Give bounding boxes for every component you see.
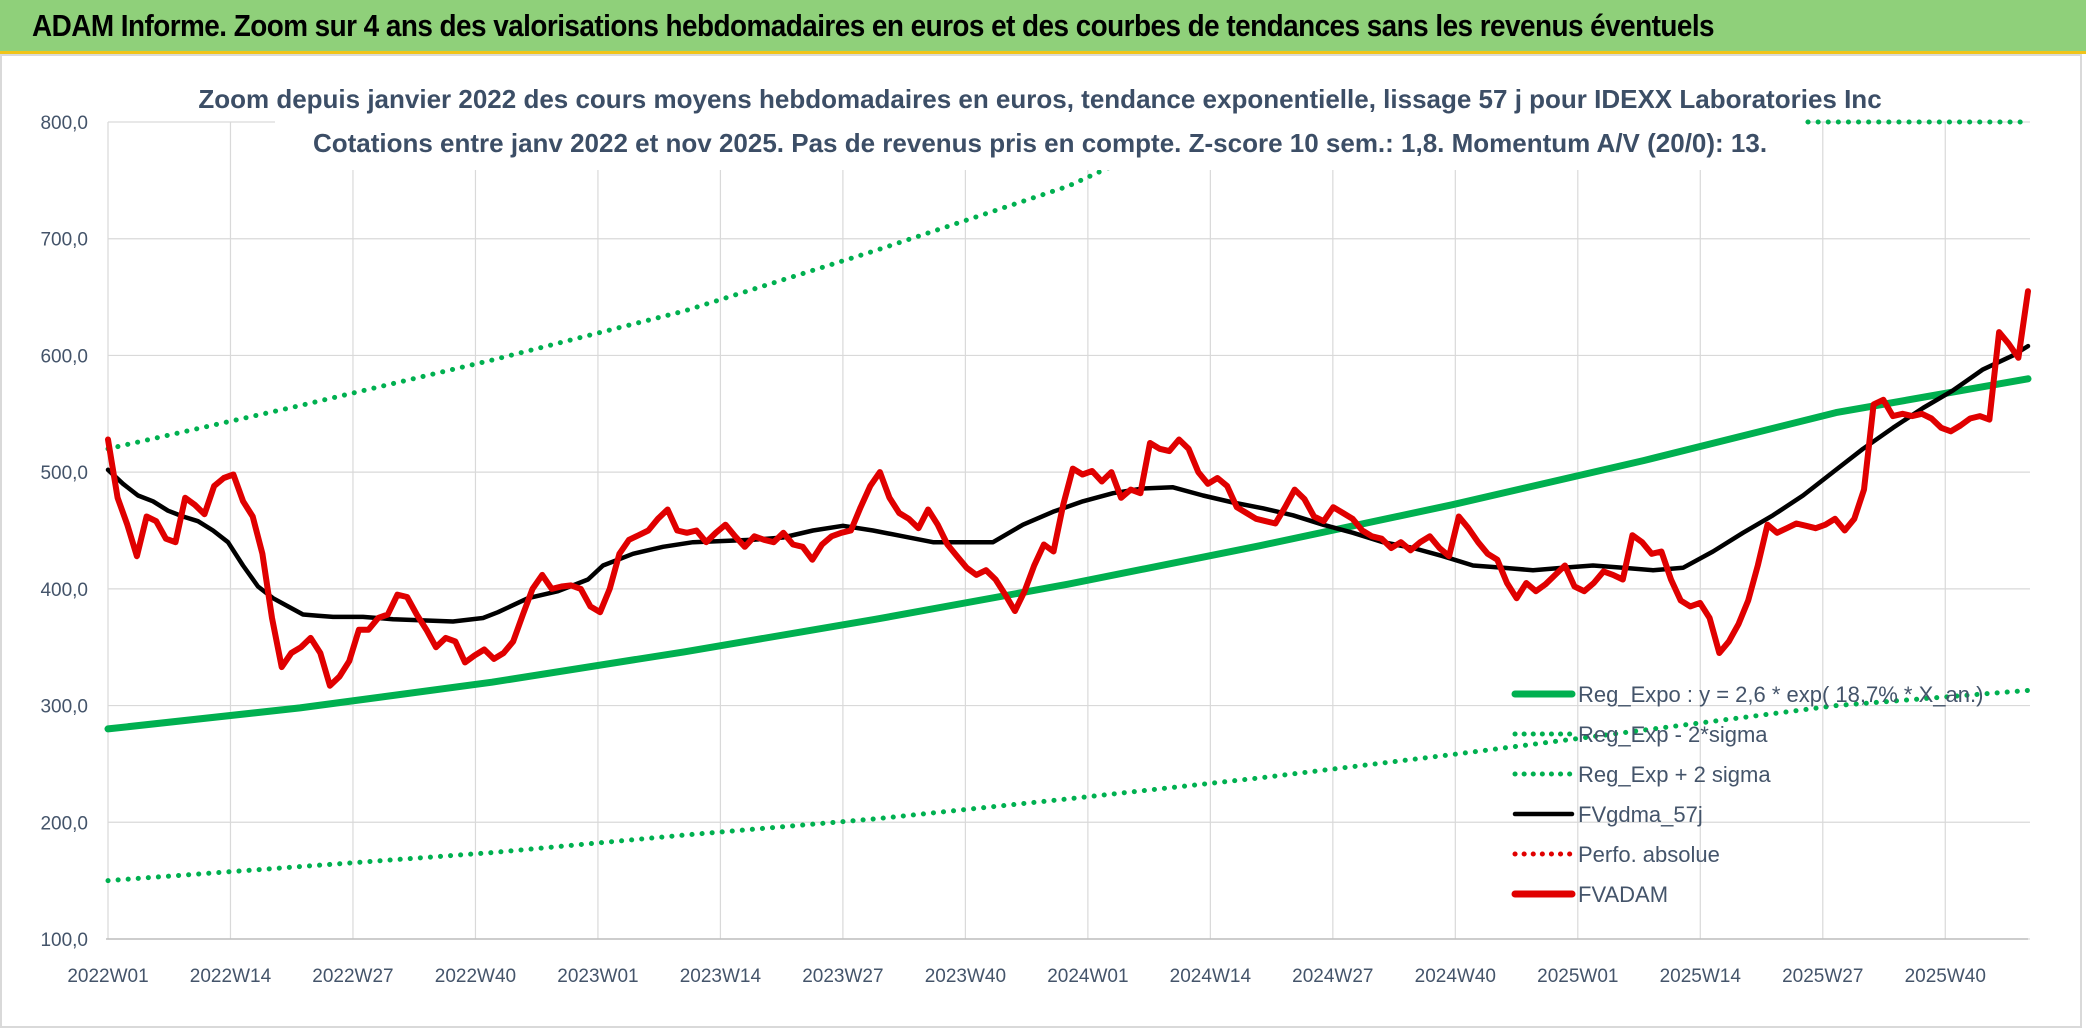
y-tick-label: 500,0 (40, 463, 88, 484)
legend-label: Reg_Expo : y = 2,6 * exp( 18,7% * X_an.) (1578, 682, 1983, 707)
x-tick-label: 2023W27 (802, 966, 883, 987)
series-lines (104, 119, 2032, 884)
y-tick-label: 200,0 (40, 813, 88, 834)
chart-frame (0, 54, 2082, 1028)
x-tick-label: 2025W14 (1660, 966, 1742, 987)
x-tick-label: 2024W14 (1170, 966, 1252, 987)
y-tick-label: 600,0 (40, 346, 88, 367)
y-tick-label: 800,0 (40, 113, 88, 134)
x-tick-label: 2025W27 (1782, 966, 1863, 987)
series-line-reg-exp-2-sigma (105, 156, 1130, 452)
series-line-reg-expo-y-2-6-exp-18-7-x-an- (104, 375, 2032, 733)
series-line-fvadam (105, 288, 2031, 689)
report-banner: ADAM Informe. Zoom sur 4 ans des valoris… (0, 0, 2086, 54)
x-tick-label: 2024W01 (1047, 966, 1128, 987)
x-tick-label: 2023W14 (680, 966, 762, 987)
x-tick-label: 2025W40 (1905, 966, 1986, 987)
y-tick-label: 400,0 (40, 580, 88, 601)
y-tick-label: 300,0 (40, 697, 88, 718)
legend-label: FVgdma_57j (1578, 802, 1703, 827)
x-tick-label: 2022W27 (312, 966, 393, 987)
x-tick-label: 2025W01 (1537, 966, 1618, 987)
x-tick-label: 2023W01 (557, 966, 638, 987)
x-axis-ticks: 2022W01 2022W14 2022W27 2022W40 2023W01 2023W… (67, 966, 1986, 987)
x-tick-label: 2024W27 (1292, 966, 1373, 987)
x-tick-label: 2022W14 (190, 966, 272, 987)
y-tick-label: 100,0 (40, 930, 88, 951)
x-tick-label: 2024W40 (1415, 966, 1496, 987)
legend-label: Perfo. absolue (1578, 842, 1720, 867)
y-tick-label: 700,0 (40, 230, 88, 251)
series-line-reg-exp-2-sigma (105, 687, 2031, 884)
subtitle-backdrop (275, 78, 1805, 170)
x-tick-label: 2022W01 (67, 966, 148, 987)
chart-subtitle-line2: Cotations entre janv 2022 et nov 2025. P… (313, 128, 1767, 158)
legend-label: FVADAM (1578, 882, 1668, 907)
x-tick-label: 2023W40 (925, 966, 1006, 987)
chart-subtitle-line1: Zoom depuis janvier 2022 des cours moyen… (198, 84, 1881, 114)
gridlines (107, 121, 2030, 940)
y-axis-ticks: 100,0 200,0 300,0 400,0 500,0 600,0 700,0 800,0 (40, 113, 88, 951)
report-title: ADAM Informe. Zoom sur 4 ans des valoris… (32, 8, 1715, 43)
legend: Reg_Expo : y = 2,6 * exp( 18,7% * X_an.)… (1511, 682, 1983, 907)
x-tick-label: 2022W40 (435, 966, 516, 987)
legend-label: Reg_Exp - 2*sigma (1578, 722, 1768, 747)
legend-label: Reg_Exp + 2 sigma (1578, 762, 1771, 787)
